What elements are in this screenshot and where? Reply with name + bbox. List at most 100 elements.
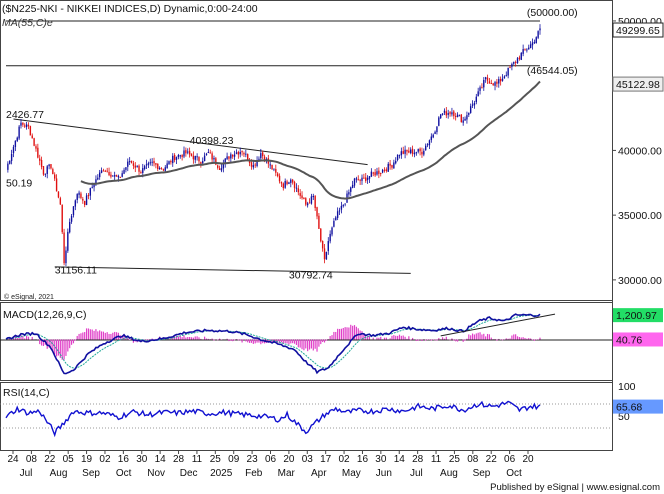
candle-body: [207, 151, 210, 154]
candle-body: [434, 131, 436, 135]
candle-body: [376, 171, 378, 175]
price-tick-label: 30000.00: [618, 275, 662, 287]
candle-body: [524, 49, 526, 51]
candle-body: [115, 174, 118, 177]
candle-body: [355, 178, 358, 180]
candle-body: [245, 153, 247, 155]
x-tick-label: 11: [192, 454, 203, 465]
candle-body: [175, 157, 178, 160]
candle-body: [160, 168, 163, 170]
x-month-label: May: [342, 468, 361, 479]
candle-body: [52, 169, 54, 175]
price-annotation: 30792.74: [289, 270, 333, 282]
price-tick-label: 40000.00: [618, 145, 662, 157]
candle-body: [492, 83, 494, 86]
candle-body: [35, 146, 37, 149]
candle-body: [61, 204, 63, 233]
candle-body: [404, 149, 406, 154]
candle-body: [72, 206, 75, 216]
candle-body: [202, 161, 204, 164]
x-tick-label: 16: [118, 454, 130, 465]
candle-body: [488, 81, 491, 84]
candle-body: [218, 168, 221, 170]
candle-body: [55, 178, 58, 192]
candle-body: [507, 67, 509, 76]
candle-body: [273, 168, 275, 170]
candle-body: [378, 170, 380, 174]
candle-body: [157, 163, 159, 170]
candle-body: [374, 172, 376, 176]
candle-body: [31, 135, 33, 139]
candle-body: [254, 164, 256, 166]
candle-body: [237, 151, 240, 155]
candle-body: [203, 155, 206, 161]
candle-body: [57, 191, 60, 198]
candle-body: [200, 162, 202, 164]
candle-body: [522, 49, 524, 54]
candle-body: [400, 151, 403, 156]
candle-body: [505, 75, 507, 77]
candle-body: [396, 154, 399, 161]
candle-body: [151, 161, 153, 163]
candle-body: [232, 154, 234, 157]
candle-body: [387, 163, 389, 172]
candle-body: [155, 163, 157, 165]
x-tick-label: 14: [155, 454, 167, 465]
candle-body: [303, 198, 305, 200]
candle-body: [7, 163, 9, 170]
candle-body: [291, 179, 294, 183]
candle-body: [222, 162, 225, 169]
candle-body: [323, 248, 326, 260]
candle-body: [518, 57, 521, 59]
x-tick-label: 28: [412, 454, 424, 465]
candle-body: [284, 180, 286, 188]
candle-body: [65, 250, 67, 264]
candle-body: [475, 96, 477, 103]
candle-body: [473, 102, 476, 106]
candle-body: [158, 167, 161, 170]
x-tick-label: 08: [467, 454, 479, 465]
candle-body: [215, 158, 217, 165]
candle-body: [48, 164, 50, 167]
rsi-line: [5, 400, 541, 438]
x-month-label: Jun: [376, 468, 392, 479]
candle-body: [211, 153, 213, 160]
candle-body: [438, 117, 440, 126]
candle-body: [411, 148, 414, 154]
candle-body: [320, 228, 322, 242]
candle-body: [108, 171, 110, 176]
candle-body: [443, 110, 446, 113]
candle-body: [74, 200, 77, 207]
x-tick-label: 09: [228, 454, 240, 465]
candle-body: [484, 77, 487, 80]
macd-trendline: [440, 313, 556, 337]
macd-hist-value-label: 40.76: [616, 334, 642, 346]
candle-body: [441, 113, 444, 115]
candle-body: [453, 111, 455, 117]
candle-body: [194, 155, 196, 160]
panel-frame: [0, 302, 613, 381]
candle-body: [198, 157, 200, 162]
candle-body: [494, 82, 496, 86]
candle-body: [91, 186, 93, 188]
price-annotation: 2426.77: [6, 109, 44, 121]
candle-body: [119, 176, 121, 178]
x-tick-label: 23: [247, 454, 259, 465]
candle-body: [351, 184, 354, 188]
candle-body: [256, 160, 258, 167]
price-annotation: 40398.23: [190, 135, 234, 147]
candle-body: [511, 63, 513, 67]
candle-body: [321, 240, 324, 249]
candle-body: [372, 172, 374, 174]
candle-body: [481, 87, 483, 89]
candle-body: [336, 211, 339, 218]
x-tick-label: 17: [320, 454, 332, 465]
ma-label: MA(55,C)e: [2, 17, 53, 29]
candle-body: [520, 52, 522, 60]
candle-body: [172, 155, 174, 164]
candle-body: [106, 170, 108, 172]
candle-body: [451, 112, 453, 115]
candle-body: [181, 155, 183, 157]
x-tick-label: 08: [26, 454, 38, 465]
